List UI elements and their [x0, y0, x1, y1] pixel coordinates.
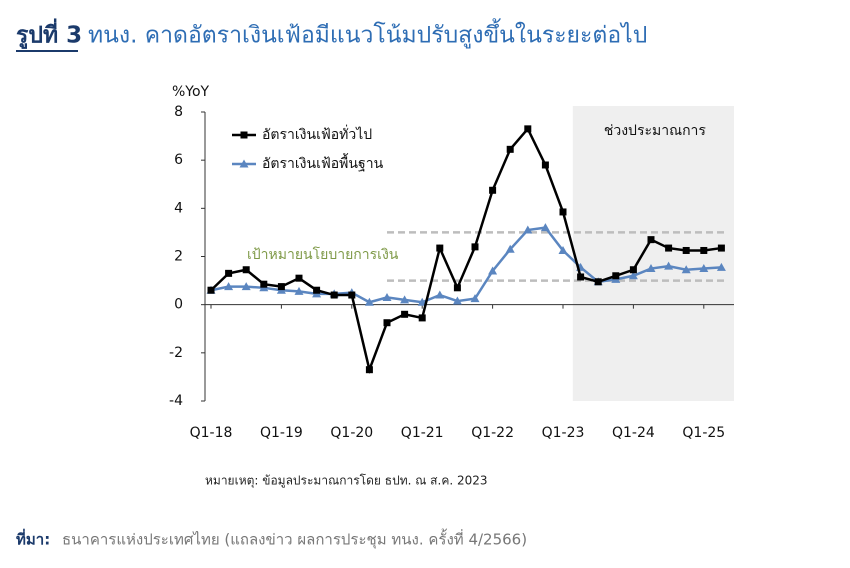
- marker: [699, 264, 709, 273]
- note: หมายเหตุ: ข้อมูลประมาณการโดย ธปท. ณ ส.ค.…: [205, 474, 488, 489]
- legend-label: อัตราเงินเฟ้อพื้นฐาน: [262, 153, 384, 172]
- x-tick-label: Q1-18: [190, 425, 233, 441]
- y-tick-label: -4: [169, 393, 183, 409]
- marker: [313, 286, 321, 294]
- marker: [506, 145, 514, 153]
- marker: [365, 366, 373, 374]
- marker: [716, 262, 726, 271]
- y-tick-label: 6: [174, 152, 183, 168]
- marker: [646, 264, 656, 273]
- forecast-region: [572, 106, 734, 401]
- legend-label: อัตราเงินเฟ้อทั่วไป: [262, 125, 372, 143]
- marker: [417, 297, 427, 306]
- marker: [225, 269, 233, 277]
- marker: [260, 280, 268, 288]
- marker: [435, 290, 445, 299]
- x-tick-label: Q1-25: [682, 425, 725, 441]
- marker: [524, 125, 532, 133]
- marker: [541, 161, 549, 169]
- marker: [505, 244, 515, 253]
- marker: [559, 208, 567, 216]
- x-tick-label: Q1-20: [330, 425, 373, 441]
- marker: [364, 297, 374, 306]
- marker: [239, 159, 249, 168]
- x-tick-label: Q1-24: [612, 425, 655, 441]
- x-tick-label: Q1-19: [260, 425, 303, 441]
- marker: [242, 266, 250, 274]
- marker: [540, 223, 550, 232]
- figure-label: รูปที่ 3: [16, 18, 82, 50]
- marker: [295, 274, 303, 282]
- marker: [681, 265, 691, 274]
- forecast-label: ช่วงประมาณการ: [604, 123, 707, 139]
- x-tick-label: Q1-21: [401, 425, 444, 441]
- marker: [330, 291, 338, 299]
- marker: [471, 243, 479, 251]
- y-tick-label: 0: [174, 297, 183, 313]
- marker: [594, 278, 602, 286]
- marker: [348, 291, 356, 299]
- marker: [241, 282, 251, 291]
- y-tick-label: 8: [174, 104, 183, 120]
- title: ทนง. คาดอัตราเงินเฟ้อมีแนวโน้มปรับสูงขึ้…: [88, 19, 647, 49]
- marker: [647, 236, 655, 244]
- marker: [628, 271, 638, 280]
- marker: [629, 266, 637, 274]
- marker: [558, 245, 568, 254]
- marker: [207, 286, 215, 294]
- marker: [700, 246, 708, 254]
- x-tick-label: Q1-22: [471, 425, 514, 441]
- marker: [453, 284, 461, 292]
- marker: [664, 261, 674, 270]
- marker: [682, 246, 690, 254]
- source-label: ที่มา:: [16, 529, 50, 549]
- marker: [224, 282, 234, 291]
- marker: [436, 244, 444, 252]
- marker: [612, 272, 620, 280]
- marker: [401, 310, 409, 318]
- marker: [717, 244, 725, 252]
- marker: [418, 314, 426, 322]
- y-tick-label: 4: [174, 200, 183, 216]
- marker: [383, 319, 391, 327]
- marker: [523, 225, 533, 234]
- marker: [382, 292, 392, 301]
- marker: [488, 266, 498, 275]
- y-tick-label: 2: [174, 249, 183, 265]
- target-label: เป้าหมายนโยบายการเงิน: [247, 246, 399, 263]
- marker: [240, 131, 248, 139]
- series-line: [210, 226, 722, 304]
- x-tick-label: Q1-23: [542, 425, 585, 441]
- marker: [665, 244, 673, 252]
- marker: [294, 286, 304, 295]
- y-axis-label: %YoY: [172, 84, 210, 100]
- marker: [489, 186, 497, 194]
- y-tick-label: -2: [169, 345, 183, 361]
- marker: [277, 283, 285, 291]
- marker: [452, 296, 462, 305]
- marker: [577, 273, 585, 281]
- marker: [470, 294, 480, 303]
- source: ธนาคารแห่งประเทศไทย (แถลงข่าว ผลการประชุ…: [62, 529, 527, 550]
- marker: [400, 295, 410, 304]
